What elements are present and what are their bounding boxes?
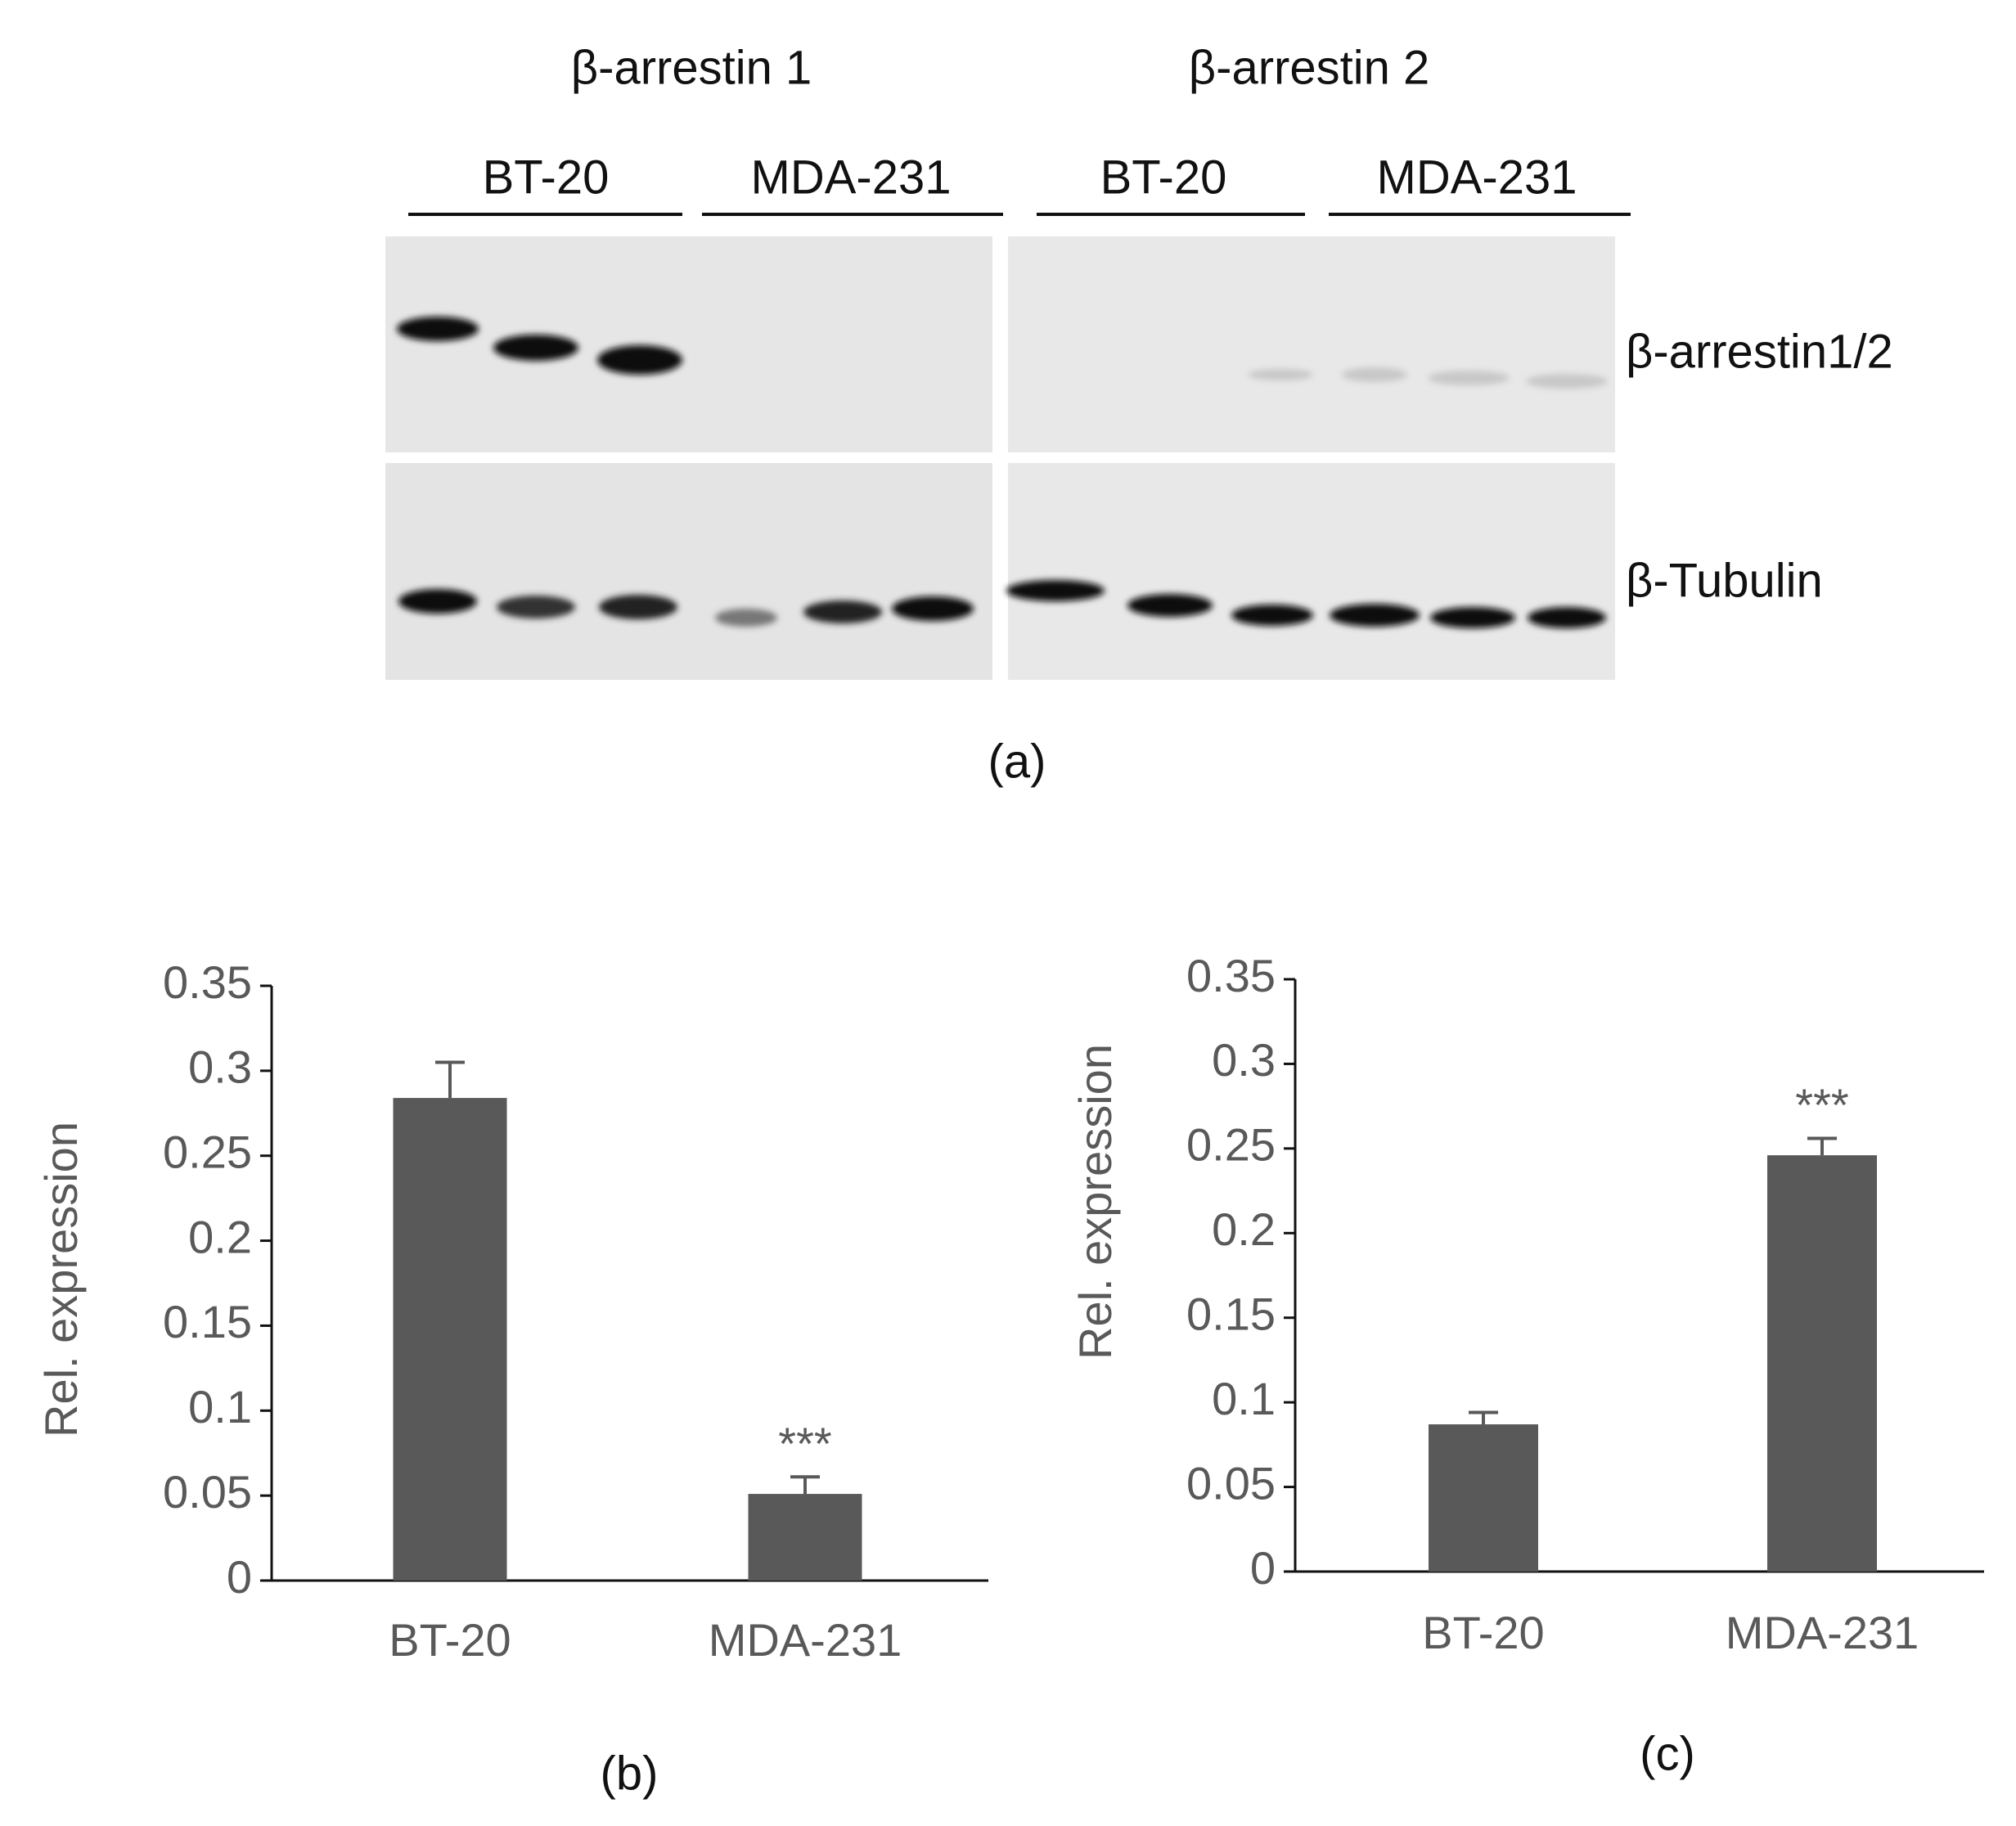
- y-tick-label: 0.25: [163, 1127, 252, 1178]
- panel-caption: (b): [601, 1747, 659, 1800]
- y-tick-label: 0.1: [1212, 1373, 1276, 1424]
- bar: [393, 1098, 507, 1581]
- x-tick-label: MDA-231: [1726, 1607, 1919, 1658]
- significance-label: ***: [778, 1418, 831, 1469]
- y-tick-label: 0.35: [1186, 950, 1276, 1001]
- cell-line-label: BT-20: [483, 151, 610, 204]
- x-tick-label: BT-20: [389, 1614, 511, 1666]
- y-axis-label: Rel. expression: [35, 1122, 87, 1437]
- cell-line-label: MDA-231: [751, 151, 952, 204]
- significance-label: ***: [1795, 1079, 1848, 1131]
- y-tick-label: 0.1: [188, 1381, 252, 1432]
- row-label: β-Tubulin: [1626, 554, 1823, 607]
- cell-line-label: MDA-231: [1377, 151, 1577, 204]
- y-axis-label: Rel. expression: [1069, 1044, 1121, 1360]
- group-label: β-arrestin 1: [571, 41, 812, 94]
- bar: [748, 1494, 862, 1581]
- panel-caption: (a): [988, 735, 1046, 788]
- y-tick-label: 0: [1250, 1542, 1276, 1594]
- y-tick-label: 0.3: [1212, 1034, 1276, 1086]
- panel-caption: (c): [1640, 1727, 1695, 1780]
- y-tick-label: 0.35: [163, 956, 252, 1008]
- x-tick-label: BT-20: [1422, 1607, 1544, 1658]
- y-tick-label: 0.2: [1212, 1203, 1276, 1255]
- y-tick-label: 0.15: [163, 1296, 252, 1347]
- y-tick-label: 0: [227, 1551, 252, 1603]
- cell-line-label: BT-20: [1100, 151, 1227, 204]
- y-tick-label: 0.3: [188, 1041, 252, 1093]
- y-tick-label: 0.2: [188, 1211, 252, 1262]
- bar: [1767, 1155, 1877, 1572]
- bar: [1429, 1424, 1538, 1572]
- row-label: β-arrestin1/2: [1626, 325, 1893, 378]
- blot-images: [385, 236, 1615, 680]
- y-tick-label: 0.05: [1186, 1457, 1276, 1509]
- x-tick-label: MDA-231: [709, 1614, 902, 1666]
- y-tick-label: 0.05: [163, 1466, 252, 1518]
- y-tick-label: 0.15: [1186, 1289, 1276, 1340]
- y-tick-label: 0.25: [1186, 1119, 1276, 1171]
- group-label: β-arrestin 2: [1189, 41, 1429, 94]
